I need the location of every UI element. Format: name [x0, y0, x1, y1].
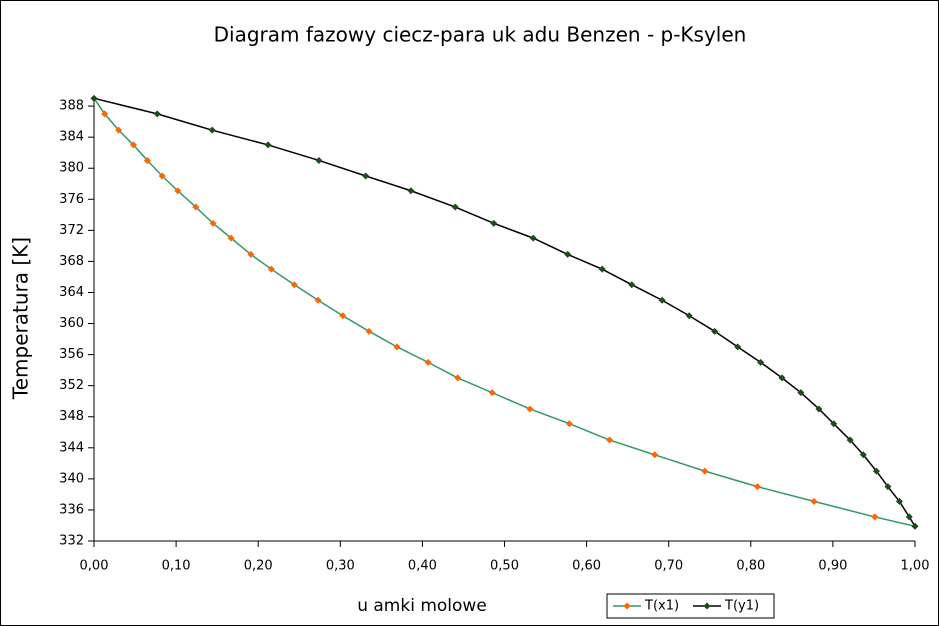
data-point	[884, 483, 892, 491]
data-point	[101, 110, 109, 118]
x-tick-label: 0,50	[490, 559, 519, 574]
x-tick-label: 0,20	[244, 559, 273, 574]
data-point	[90, 94, 98, 102]
legend: T(x1) T(y1)	[606, 593, 775, 619]
data-point	[658, 296, 666, 304]
y-tick-label: 360	[59, 316, 84, 331]
data-point	[451, 203, 459, 211]
data-point	[315, 156, 323, 164]
data-point	[209, 219, 217, 227]
data-point	[393, 343, 401, 351]
data-point	[247, 250, 255, 258]
y-tick-label: 340	[59, 471, 84, 486]
data-point	[895, 497, 903, 505]
y-tick-label: 344	[59, 440, 84, 455]
data-point	[797, 389, 805, 397]
data-point	[859, 451, 867, 459]
x-tick-label: 0,30	[326, 559, 355, 574]
data-point	[314, 296, 322, 304]
y-tick-label: 356	[59, 347, 84, 362]
data-point	[526, 405, 534, 413]
data-point	[911, 522, 919, 530]
y-tick-label: 336	[59, 502, 84, 517]
data-point	[871, 513, 879, 521]
y-tick-label: 388	[59, 99, 84, 114]
x-tick-label: 0,00	[80, 559, 109, 574]
x-tick-label: 0,60	[572, 559, 601, 574]
x-tick-label: 0,80	[736, 559, 765, 574]
data-point	[651, 451, 659, 459]
data-point	[815, 405, 823, 413]
data-point	[830, 420, 838, 428]
data-point	[454, 374, 462, 382]
y-tick-label: 384	[59, 130, 84, 145]
data-point	[846, 436, 854, 444]
y-tick-label: 380	[59, 161, 84, 176]
data-point	[711, 327, 719, 335]
data-point	[628, 281, 636, 289]
x-tick-label: 0,10	[162, 559, 191, 574]
data-point	[153, 110, 161, 118]
data-point	[227, 234, 235, 242]
data-point	[264, 141, 272, 149]
chart-title: Diagram fazowy ciecz-para uk adu Benzen …	[214, 23, 747, 47]
data-point	[685, 312, 693, 320]
data-point	[905, 513, 913, 521]
data-point	[488, 389, 496, 397]
data-point	[192, 203, 200, 211]
data-point	[778, 374, 786, 382]
data-point	[598, 265, 606, 273]
data-point	[407, 187, 415, 195]
legend-marker	[703, 602, 711, 610]
data-point	[872, 467, 880, 475]
data-point	[208, 126, 216, 134]
data-point	[606, 436, 614, 444]
data-point	[115, 126, 123, 134]
y-tick-label: 348	[59, 409, 84, 424]
data-point	[365, 327, 373, 335]
data-point	[757, 358, 765, 366]
data-point	[565, 420, 573, 428]
x-tick-label: 0,70	[654, 559, 683, 574]
x-tick-label: 0,40	[408, 559, 437, 574]
data-point	[424, 358, 432, 366]
legend-label: T(y1)	[724, 599, 759, 614]
data-point	[490, 219, 498, 227]
y-tick-label: 372	[59, 223, 84, 238]
data-point	[734, 343, 742, 351]
legend-label: T(x1)	[644, 599, 679, 614]
y-tick-label: 352	[59, 378, 84, 393]
data-point	[158, 172, 166, 180]
y-tick-label: 332	[59, 534, 84, 549]
data-point	[701, 467, 709, 475]
data-point	[174, 187, 182, 195]
x-tick-label: 0,90	[818, 559, 847, 574]
data-point	[267, 265, 275, 273]
data-point	[143, 156, 151, 164]
y-tick-label: 364	[59, 285, 84, 300]
data-point	[753, 483, 761, 491]
data-point	[339, 312, 347, 320]
y-tick-label: 376	[59, 192, 84, 207]
data-point	[362, 172, 370, 180]
y-tick-label: 368	[59, 254, 84, 269]
x-tick-label: 1,00	[901, 559, 930, 574]
data-point	[129, 141, 137, 149]
legend-marker	[623, 602, 631, 610]
data-point	[810, 497, 818, 505]
data-point	[290, 281, 298, 289]
data-point	[529, 234, 537, 242]
x-axis-label: u amki molowe	[357, 596, 487, 616]
data-point	[564, 250, 572, 258]
y-axis-label: Temperatura [K]	[9, 237, 33, 400]
